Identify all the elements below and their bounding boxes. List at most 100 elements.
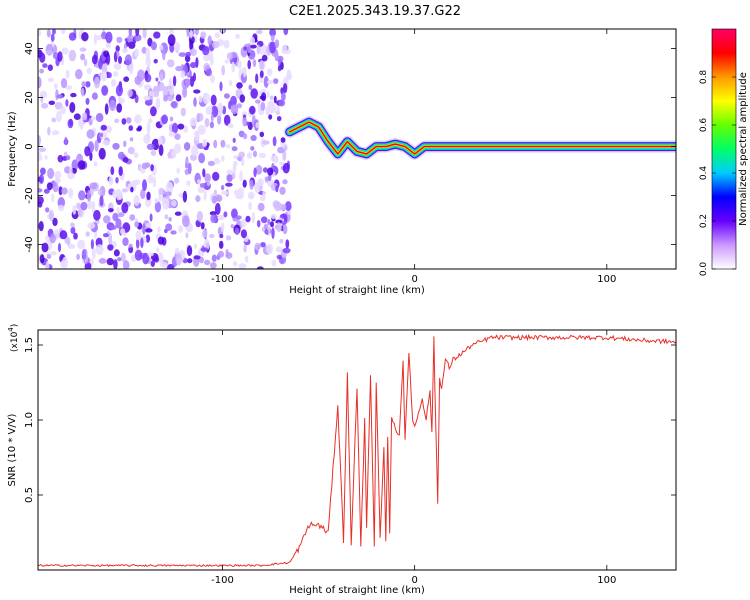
noise-blob	[80, 201, 88, 211]
noise-blob	[140, 237, 144, 249]
noise-blob	[185, 51, 192, 57]
colorbar-label: Normalized spectral amplitude	[738, 72, 749, 226]
noise-blob	[93, 209, 101, 221]
noise-blob	[260, 216, 268, 224]
noise-blob	[116, 103, 123, 113]
noise-blob	[143, 95, 151, 101]
noise-blob	[142, 223, 146, 235]
noise-blob	[223, 211, 228, 218]
noise-blob	[276, 254, 283, 260]
noise-blob	[230, 95, 237, 107]
noise-blob	[68, 49, 77, 62]
noise-blob	[230, 104, 239, 115]
noise-blob	[39, 254, 45, 264]
colorbar-ticks: 0.0 0.2 0.4 0.6 0.8	[699, 70, 736, 276]
noise-blob	[113, 259, 118, 269]
noise-blob	[161, 114, 169, 125]
noise-blob	[190, 48, 197, 57]
noise-blob	[81, 32, 89, 42]
noise-blob	[112, 142, 120, 150]
noise-blob	[198, 153, 206, 164]
noise-blob	[190, 62, 197, 69]
noise-blob	[202, 139, 208, 148]
noise-blob	[166, 263, 175, 269]
noise-blob	[158, 136, 163, 147]
noise-blob	[38, 188, 43, 193]
noise-blob	[97, 189, 103, 196]
noise-blob	[235, 194, 243, 200]
noise-blob	[193, 89, 201, 94]
noise-blob	[110, 225, 117, 230]
noise-blob	[68, 32, 77, 41]
noise-blob	[155, 97, 161, 110]
noise-blob	[270, 221, 274, 228]
snr-ylabel: SNR (10 * V/V)	[7, 413, 18, 486]
noise-blob	[247, 59, 251, 70]
noise-blob	[48, 210, 55, 222]
noise-blob	[60, 29, 66, 35]
noise-blob	[217, 214, 225, 221]
noise-blob	[57, 242, 62, 253]
noise-blob	[183, 125, 188, 133]
noise-blob	[146, 143, 155, 150]
noise-blob	[277, 65, 282, 72]
noise-blob	[128, 245, 134, 254]
noise-blob	[248, 84, 253, 91]
noise-blob	[127, 146, 135, 155]
noise-blob	[273, 155, 279, 164]
noise-blob	[60, 78, 68, 89]
noise-blob	[82, 112, 88, 121]
noise-blob	[38, 154, 43, 161]
noise-blob	[133, 179, 141, 185]
noise-blob	[209, 262, 217, 269]
noise-blob	[98, 258, 107, 264]
noise-blob	[67, 243, 76, 250]
noise-blob	[105, 31, 113, 44]
noise-blob	[204, 118, 210, 128]
noise-blob	[260, 195, 264, 202]
noise-blob	[269, 95, 274, 100]
noise-blob	[182, 190, 188, 203]
noise-blob	[73, 113, 81, 120]
noise-blob	[67, 172, 75, 180]
noise-blob	[256, 29, 263, 35]
noise-blob	[264, 229, 269, 235]
noise-blob	[217, 115, 222, 125]
noise-blob	[279, 213, 288, 219]
noise-blob	[51, 193, 55, 203]
noise-blob	[186, 245, 193, 257]
noise-blob	[214, 32, 221, 39]
noise-blob	[114, 118, 120, 124]
noise-blob	[268, 114, 273, 120]
noise-blob	[173, 41, 181, 52]
noise-blob	[238, 263, 247, 269]
noise-blob	[178, 52, 187, 57]
noise-blob	[159, 261, 168, 268]
noise-blob	[174, 143, 182, 154]
noise-blob	[98, 147, 106, 160]
noise-blob	[225, 182, 233, 187]
x-tick-label: -100	[211, 575, 234, 586]
noise-blob	[242, 67, 247, 78]
noise-blob	[94, 139, 99, 152]
noise-blob	[185, 78, 191, 87]
noise-blob	[158, 144, 164, 156]
noise-blob	[108, 176, 114, 186]
noise-blob	[75, 69, 83, 80]
noise-blob	[218, 240, 224, 249]
noise-blob	[219, 233, 224, 239]
noise-blob	[175, 253, 182, 266]
noise-blob	[57, 204, 65, 211]
noise-blob	[239, 170, 243, 182]
noise-blob	[235, 215, 242, 220]
noise-blob	[89, 151, 93, 161]
noise-blob	[193, 72, 196, 82]
noise-blob	[133, 195, 140, 206]
noise-blob	[238, 151, 245, 159]
noise-blob	[285, 239, 290, 249]
noise-blob	[70, 92, 77, 98]
multiplier-base: (x10	[10, 331, 20, 352]
noise-blob	[203, 92, 208, 99]
noise-blob	[282, 162, 290, 174]
noise-blob	[213, 189, 217, 195]
